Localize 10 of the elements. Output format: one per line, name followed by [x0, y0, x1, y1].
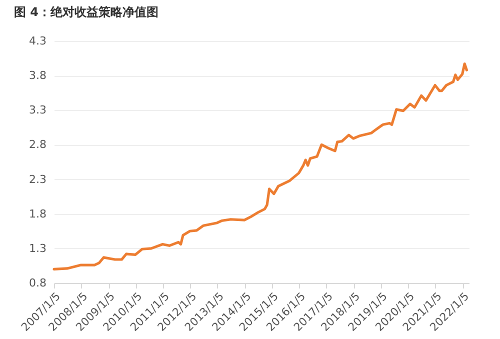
y-tick-label: 1.3 — [29, 242, 46, 255]
y-tick-label: 3.3 — [29, 104, 46, 117]
y-tick-label: 2.8 — [29, 138, 46, 152]
chart-title: 图 4：绝对收益策略净值图 — [14, 5, 159, 19]
y-tick-label: 3.8 — [29, 69, 46, 82]
y-tick-label: 4.3 — [29, 34, 46, 48]
y-tick-label: 0.8 — [29, 276, 46, 290]
y-tick-label: 1.8 — [29, 207, 46, 220]
line-series — [52, 62, 468, 270]
y-tick-label: 2.3 — [29, 172, 46, 186]
